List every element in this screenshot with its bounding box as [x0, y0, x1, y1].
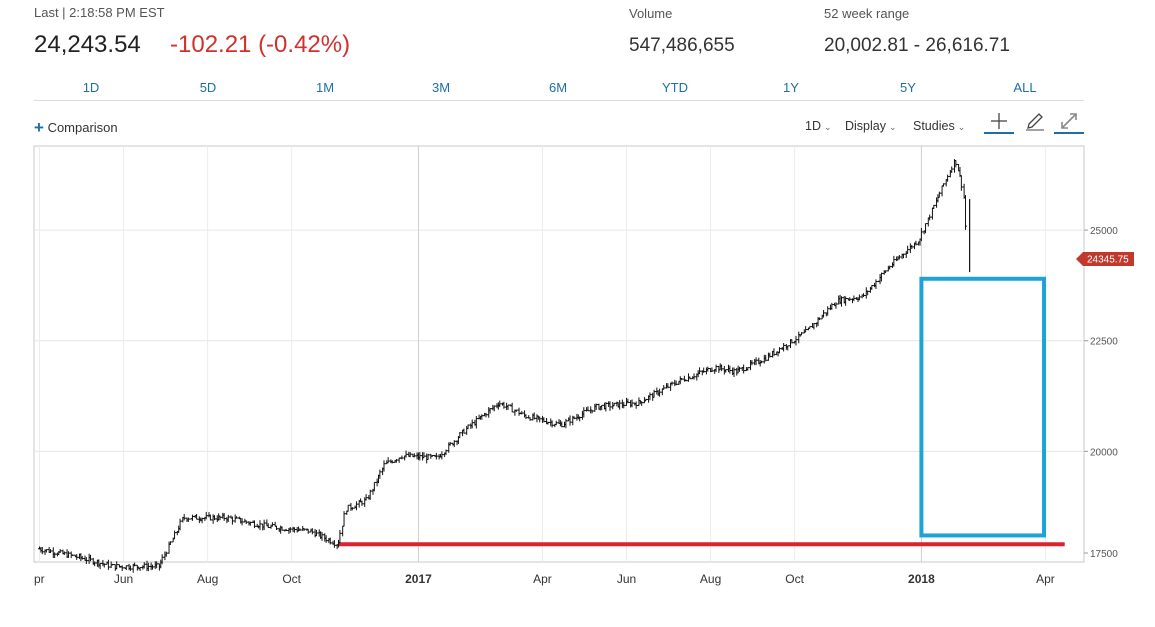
range-tab-1d[interactable]: 1D: [82, 80, 100, 95]
last-price: 24,243.54: [34, 31, 141, 58]
expand-icon: [1061, 113, 1077, 129]
week-range-label: 52 week range: [824, 6, 910, 21]
chevron-down-icon: ⌄: [957, 122, 966, 132]
chevron-down-icon: ⌄: [823, 122, 832, 132]
price-bars: [38, 159, 971, 573]
x-tick-label: Jun: [617, 572, 636, 586]
chevron-down-icon: ⌄: [889, 122, 897, 132]
range-tab-5y[interactable]: 5Y: [900, 80, 916, 95]
annotations: [338, 276, 1065, 547]
x-tick-label: Apr: [1036, 572, 1055, 586]
plot-area: [33, 145, 1085, 563]
price-tag-group: 24345.75: [1076, 252, 1134, 267]
x-tick-label: Aug: [197, 572, 218, 586]
week-range-value: 20,002.81 - 26,616.71: [824, 35, 1010, 56]
y-tick-label: 20000: [1090, 447, 1118, 458]
range-tab-all[interactable]: ALL: [1013, 80, 1037, 95]
y-tick-label: 17500: [1090, 549, 1118, 560]
comparison-label: Comparison: [47, 120, 118, 135]
comparison-button[interactable]: + Comparison: [34, 118, 118, 138]
pencil-icon: [1026, 113, 1044, 131]
x-tick-label: Aug: [700, 572, 721, 586]
display-dropdown[interactable]: Display ⌄: [845, 119, 897, 133]
draw-tool-button[interactable]: [1020, 110, 1050, 132]
x-tick-label: pr: [34, 572, 45, 586]
range-tab-ytd[interactable]: YTD: [662, 80, 688, 95]
x-tick-label: Jun: [114, 572, 133, 586]
y-tick-label: 22500: [1090, 337, 1118, 348]
range-tab-3m[interactable]: 3M: [431, 80, 451, 95]
plus-icon: +: [34, 118, 44, 137]
price-tag: [1076, 252, 1134, 267]
y-tick-label: 25000: [1090, 226, 1118, 237]
expand-chart-button[interactable]: [1054, 110, 1084, 134]
studies-label: Studies: [913, 119, 955, 133]
crosshair-tool-button[interactable]: [984, 110, 1014, 134]
range-tab-1y[interactable]: 1Y: [783, 80, 799, 95]
crosshair-icon: [991, 113, 1007, 129]
x-tick-label: Oct: [282, 572, 301, 586]
interval-label: 1D: [805, 119, 821, 133]
interval-dropdown[interactable]: 1D ⌄: [805, 119, 832, 133]
x-tick-label: Oct: [785, 572, 804, 586]
grid-lines: [34, 146, 1084, 562]
range-tab-5d[interactable]: 5D: [199, 80, 217, 95]
x-tick-label: Apr: [533, 572, 552, 586]
studies-dropdown[interactable]: Studies ⌄: [913, 119, 965, 133]
x-tick-label: 2018: [908, 572, 935, 586]
price-tag-label: 24345.75: [1087, 255, 1129, 266]
volume-label: Volume: [629, 6, 673, 21]
display-label: Display: [845, 119, 886, 133]
x-axis: pr Jun Aug Oct 2017 Apr Jun Aug Oct 2018 Apr: [34, 572, 1055, 586]
price-change: -102.21 (-0.42%): [170, 31, 351, 58]
volume-value: 547,486,655: [629, 35, 735, 56]
range-tab-1m[interactable]: 1M: [315, 80, 335, 95]
range-tab-6m[interactable]: 6M: [548, 80, 568, 95]
header-divider: [34, 100, 1084, 101]
y-axis: 25000 22500 20000 17500: [1084, 226, 1118, 560]
x-tick-label: 2017: [405, 572, 432, 586]
last-updated-label: Last | 2:18:58 PM EST: [34, 5, 165, 20]
annotation-box: [919, 276, 1047, 538]
